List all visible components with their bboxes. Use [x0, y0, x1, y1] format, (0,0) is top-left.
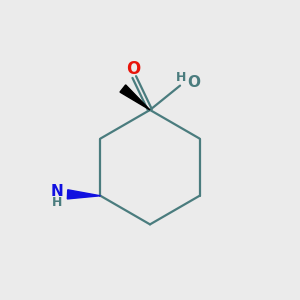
Text: H: H — [176, 71, 186, 84]
Text: N: N — [50, 184, 63, 199]
Polygon shape — [120, 85, 150, 110]
Text: O: O — [187, 75, 200, 90]
Text: H: H — [52, 196, 62, 209]
Text: O: O — [126, 60, 140, 78]
Polygon shape — [67, 190, 100, 199]
